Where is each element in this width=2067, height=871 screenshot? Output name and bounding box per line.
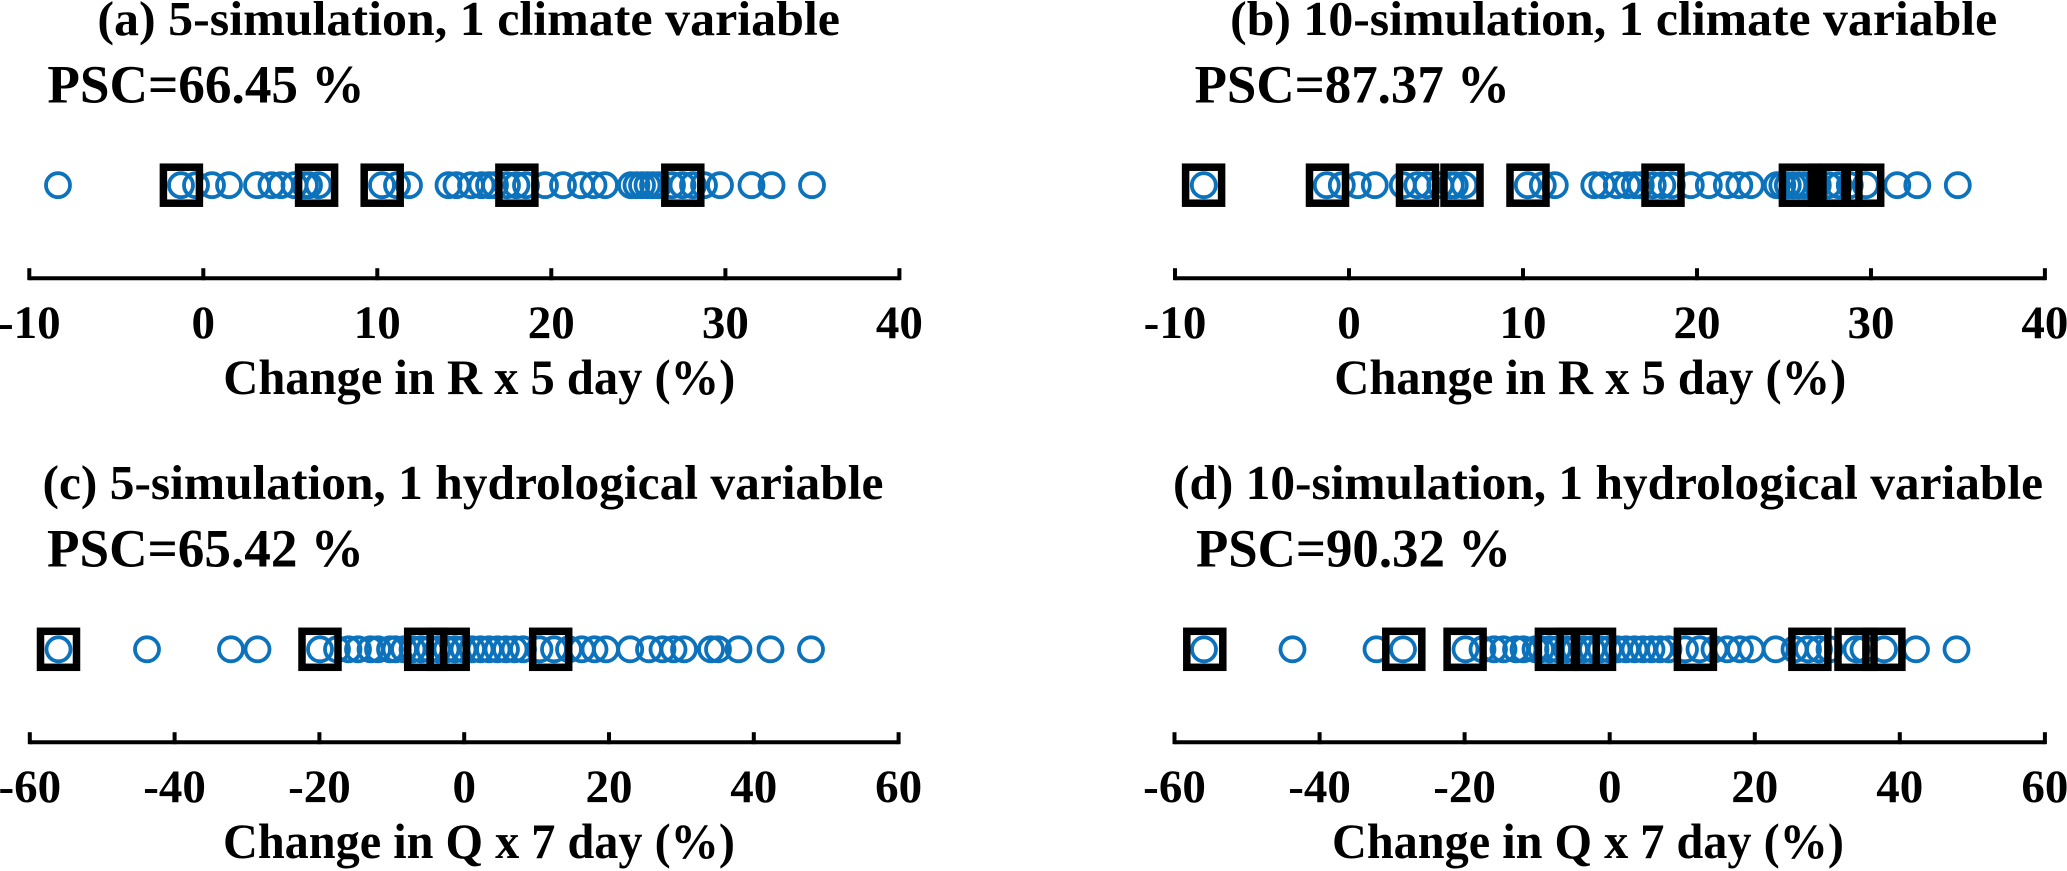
svg-text:(c) 5-simulation, 1 hydrologic: (c) 5-simulation, 1 hydrological variabl… [43, 455, 884, 510]
svg-text:0: 0 [192, 297, 216, 349]
svg-text:60: 60 [2021, 761, 2067, 813]
svg-text:Change in R x 5 day (%): Change in R x 5 day (%) [1334, 349, 1846, 405]
svg-text:-60: -60 [0, 761, 61, 813]
svg-text:20: 20 [1674, 297, 1721, 349]
svg-text:-10: -10 [0, 297, 61, 349]
svg-text:-20: -20 [288, 761, 351, 813]
svg-text:40: 40 [1876, 761, 1923, 813]
svg-text:40: 40 [730, 761, 777, 813]
svg-text:-20: -20 [1433, 761, 1496, 813]
svg-text:Change in R x 5 day (%): Change in R x 5 day (%) [223, 349, 735, 405]
svg-text:PSC=90.32 %: PSC=90.32 % [1196, 518, 1511, 578]
svg-text:-40: -40 [143, 761, 206, 813]
svg-text:PSC=87.37 %: PSC=87.37 % [1195, 54, 1510, 114]
svg-text:-10: -10 [1144, 297, 1207, 349]
svg-text:30: 30 [702, 297, 749, 349]
svg-text:40: 40 [876, 297, 923, 349]
svg-text:-40: -40 [1288, 761, 1351, 813]
svg-text:PSC=66.45 %: PSC=66.45 % [47, 54, 364, 114]
svg-text:Change in Q x 7 day (%): Change in Q x 7 day (%) [223, 813, 735, 869]
svg-text:20: 20 [586, 761, 633, 813]
svg-text:(b) 10-simulation, 1 climate v: (b) 10-simulation, 1 climate variable [1230, 0, 1997, 46]
svg-text:10: 10 [354, 297, 401, 349]
svg-text:Change in Q x 7 day (%): Change in Q x 7 day (%) [1332, 813, 1844, 869]
svg-text:-60: -60 [1143, 761, 1206, 813]
svg-text:(a) 5-simulation, 1 climate va: (a) 5-simulation, 1 climate variable [97, 0, 840, 46]
svg-text:10: 10 [1500, 297, 1547, 349]
svg-text:0: 0 [1337, 297, 1361, 349]
svg-text:40: 40 [2021, 297, 2067, 349]
svg-text:20: 20 [1731, 761, 1778, 813]
svg-text:0: 0 [452, 761, 476, 813]
svg-text:(d) 10-simulation, 1 hydrologi: (d) 10-simulation, 1 hydrological variab… [1173, 455, 2043, 510]
svg-text:30: 30 [1848, 297, 1895, 349]
svg-text:20: 20 [528, 297, 575, 349]
svg-text:60: 60 [875, 761, 922, 813]
svg-text:PSC=65.42 %: PSC=65.42 % [47, 518, 364, 578]
svg-text:0: 0 [1598, 761, 1622, 813]
